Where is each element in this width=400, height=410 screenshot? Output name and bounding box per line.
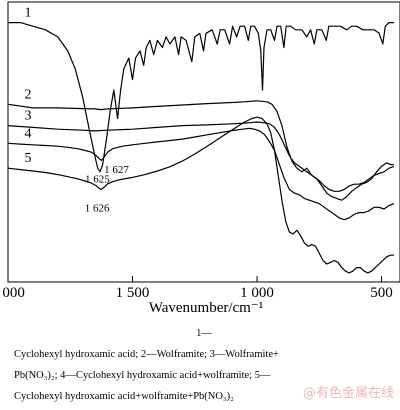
caption-line-2: Pb(NO₃)₂; 4—Cyclohexyl hydroxamic acid+w… [14,370,271,381]
caption-line-3: Cyclohexyl hydroxamic acid+wolframite+Pb… [14,391,234,402]
figure-caption: 1— Cyclohexyl hydroxamic acid; 2—Wolfram… [14,323,394,407]
x-axis: 2 000 1 500 1 000 500 [0,276,393,301]
series-3-curve [7,121,395,192]
series-4-label: 4 [25,126,32,141]
x-tick-label-1500: 1 500 [116,285,150,301]
peak-annotation-5: 1 626 [85,203,110,215]
peak-annotation-4: 1 625 [85,173,110,185]
series-5-label: 5 [25,151,32,166]
x-tick-label-1000: 1 000 [240,285,274,301]
x-tick-label-500: 500 [370,285,393,301]
series-2-curve [7,100,394,201]
series-2-label: 2 [25,87,32,102]
series-5-curve [7,116,394,274]
caption-head: 1— [196,328,212,339]
x-axis-label: Wavenumber/cm⁻¹ [149,300,264,316]
caption-line-1: Cyclohexyl hydroxamic acid; 2—Wolframite… [14,349,279,360]
x-tick-label-2000: 2 000 [0,285,25,301]
series-1-label: 1 [25,6,32,21]
plot-frame [7,1,400,283]
series-3-label: 3 [25,109,32,124]
series-1-curve [8,22,394,173]
series-layer [7,22,395,274]
watermark: @有色金属在线 [302,386,394,401]
series-4-curve [7,127,395,221]
peak-annotation-1: 1 627 [104,164,129,176]
